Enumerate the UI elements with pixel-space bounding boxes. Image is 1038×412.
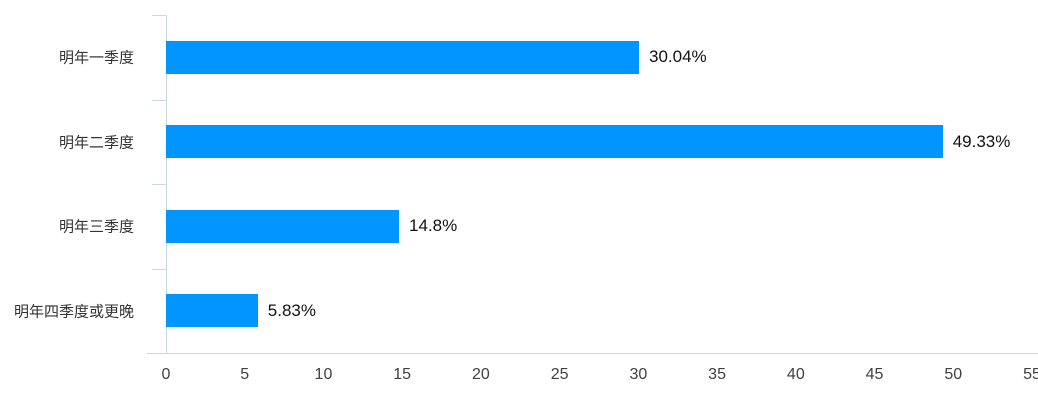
bar-4[interactable] bbox=[166, 294, 258, 328]
plot-area: 30.04% 49.33% 14.8% 5.83% bbox=[166, 15, 1032, 353]
x-tick-label: 40 bbox=[786, 366, 805, 383]
category-label: 明年四季度或更晚 bbox=[13, 303, 134, 321]
y-axis-tick bbox=[152, 268, 166, 270]
y-axis-category-labels: 明年一季度明年二季度明年三季度明年四季度或更晚 bbox=[0, 15, 150, 353]
x-tick-label: 35 bbox=[708, 366, 726, 383]
bar-3[interactable] bbox=[166, 209, 400, 243]
x-tick-label: 50 bbox=[944, 366, 963, 383]
bar-value-label: 30.04% bbox=[648, 47, 707, 67]
category-label: 明年三季度 bbox=[58, 218, 134, 236]
category-label: 明年二季度 bbox=[58, 134, 134, 152]
x-tick-label: 30 bbox=[629, 366, 648, 383]
category-label: 明年一季度 bbox=[58, 49, 134, 67]
x-tick-label: 15 bbox=[393, 366, 412, 383]
x-tick-label: 55 bbox=[1023, 366, 1038, 383]
y-axis-tick bbox=[152, 15, 166, 16]
bar-value-label: 49.33% bbox=[952, 131, 1011, 151]
bar-value-label: 14.8% bbox=[409, 216, 458, 236]
x-axis-line bbox=[147, 353, 1038, 354]
x-tick-label: 0 bbox=[161, 366, 171, 383]
y-axis-tick bbox=[152, 99, 166, 101]
bar-2[interactable] bbox=[166, 125, 943, 159]
x-tick-label: 45 bbox=[865, 366, 884, 383]
x-tick-label: 10 bbox=[314, 366, 333, 383]
bar-value-label: 5.83% bbox=[267, 300, 316, 320]
y-axis-tick bbox=[152, 184, 166, 185]
x-tick-label: 25 bbox=[550, 366, 569, 383]
y-axis-tick bbox=[152, 353, 166, 354]
y-axis-line bbox=[166, 15, 167, 354]
bar-1[interactable] bbox=[166, 40, 639, 74]
x-tick-label: 5 bbox=[240, 366, 250, 383]
x-tick-label: 20 bbox=[472, 366, 490, 383]
